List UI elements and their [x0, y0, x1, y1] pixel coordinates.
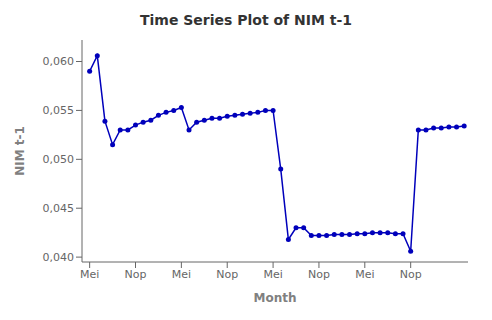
svg-text:Nop: Nop — [216, 268, 238, 281]
svg-text:Nop: Nop — [308, 268, 330, 281]
svg-text:0,055: 0,055 — [43, 104, 75, 117]
svg-text:Mei: Mei — [80, 268, 99, 281]
svg-text:0,040: 0,040 — [43, 251, 75, 264]
svg-text:0,045: 0,045 — [43, 202, 75, 215]
svg-text:Mei: Mei — [263, 268, 282, 281]
svg-text:Nop: Nop — [400, 268, 422, 281]
svg-text:Month: Month — [253, 291, 296, 305]
svg-text:Mei: Mei — [355, 268, 374, 281]
html-text:Time Series Plot of NIM t-1: Time Series Plot of NIM t-1 — [140, 12, 352, 28]
svg-text:Nop: Nop — [125, 268, 147, 281]
svg-text:0,060: 0,060 — [43, 55, 75, 68]
svg-text:NIM t-1: NIM t-1 — [13, 126, 27, 176]
svg-text:Mei: Mei — [172, 268, 191, 281]
svg-text:0,050: 0,050 — [43, 153, 75, 166]
